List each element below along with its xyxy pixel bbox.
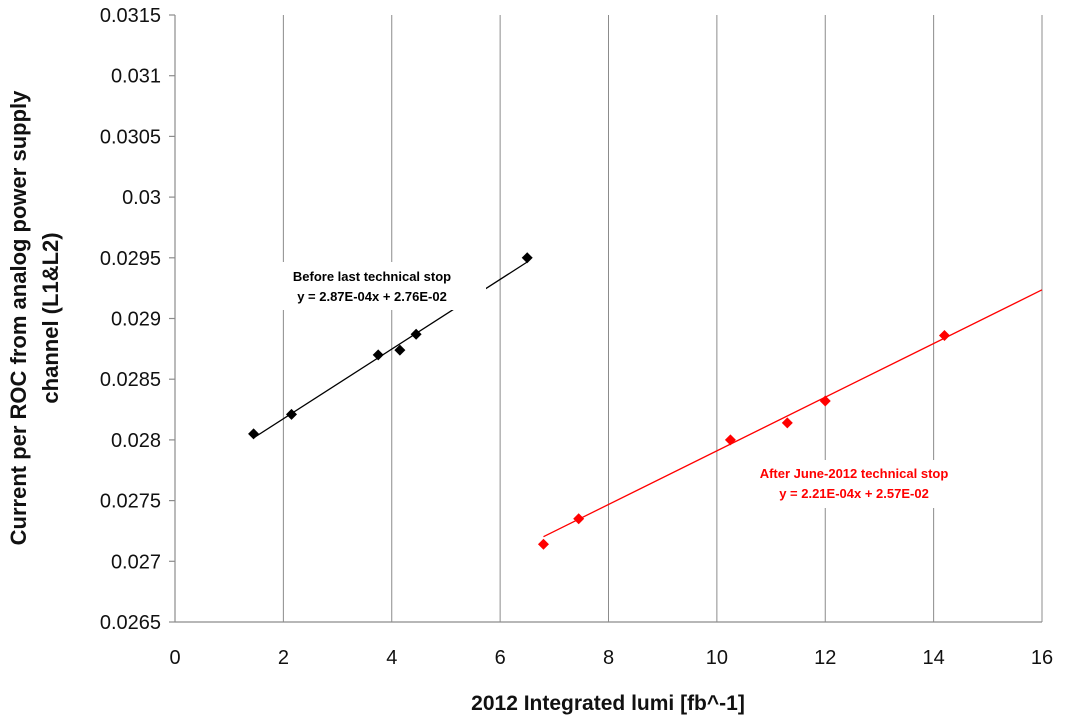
y-tick-label: 0.029 bbox=[111, 309, 161, 331]
data-point-series-1 bbox=[938, 329, 950, 341]
y-tick-label: 0.031 bbox=[111, 66, 161, 88]
axes bbox=[169, 14, 1042, 623]
data-points bbox=[248, 252, 950, 550]
annotation-after-line2: y = 2.21E-04x + 2.57E-02 bbox=[779, 486, 929, 501]
y-tick-label: 0.03 bbox=[122, 187, 161, 209]
annotation-before-line2: y = 2.87E-04x + 2.76E-02 bbox=[297, 289, 447, 304]
y-axis-ticks: 0.0265 0.027 0.0275 0.028 0.0285 0.029 0.0295 0… bbox=[100, 5, 161, 634]
y-tick-label: 0.0295 bbox=[100, 248, 161, 270]
x-tick-label: 8 bbox=[603, 647, 614, 669]
annotation-before-line1: Before last technical stop bbox=[293, 269, 451, 284]
x-tick-label: 16 bbox=[1031, 647, 1053, 669]
data-point-series-1 bbox=[573, 513, 585, 525]
data-point-series-1 bbox=[819, 395, 831, 407]
x-tick-label: 10 bbox=[706, 647, 728, 669]
y-axis-title-line2: channel (L1&L2) bbox=[38, 232, 63, 403]
y-tick-label: 0.0315 bbox=[100, 5, 161, 27]
annotation-after-bg bbox=[718, 460, 986, 508]
y-tick-label: 0.0265 bbox=[100, 612, 161, 634]
vertical-gridlines bbox=[282, 15, 1043, 622]
annotation-before-bg bbox=[258, 262, 486, 310]
data-point-series-0 bbox=[521, 252, 533, 264]
y-tick-label: 0.0305 bbox=[100, 126, 161, 148]
annotation-after-line1: After June-2012 technical stop bbox=[760, 466, 949, 481]
y-tick-label: 0.027 bbox=[111, 551, 161, 573]
data-point-series-0 bbox=[372, 349, 384, 361]
data-point-series-1 bbox=[781, 417, 793, 429]
y-axis-title-line1: Current per ROC from analog power supply bbox=[6, 90, 31, 545]
x-axis-title: 2012 Integrated lumi [fb^-1] bbox=[471, 692, 745, 715]
y-tick-label: 0.0275 bbox=[100, 491, 161, 513]
y-tick-label: 0.028 bbox=[111, 430, 161, 452]
x-tick-label: 12 bbox=[814, 647, 836, 669]
x-tick-label: 14 bbox=[923, 647, 945, 669]
x-axis-ticks: 0 2 4 6 8 10 12 14 16 bbox=[169, 647, 1053, 669]
data-point-series-1 bbox=[537, 538, 549, 550]
data-point-series-0 bbox=[248, 428, 260, 440]
trendline-series-1 bbox=[543, 289, 1043, 538]
data-point-series-1 bbox=[724, 434, 736, 446]
data-point-series-0 bbox=[286, 408, 298, 420]
x-tick-label: 0 bbox=[169, 647, 180, 669]
data-point-series-0 bbox=[410, 328, 422, 340]
y-tick-label: 0.0285 bbox=[100, 369, 161, 391]
y-axis-title: Current per ROC from analog power supply… bbox=[6, 90, 63, 545]
x-tick-label: 4 bbox=[386, 647, 397, 669]
x-tick-label: 2 bbox=[278, 647, 289, 669]
data-point-series-0 bbox=[394, 344, 406, 356]
x-tick-label: 6 bbox=[495, 647, 506, 669]
